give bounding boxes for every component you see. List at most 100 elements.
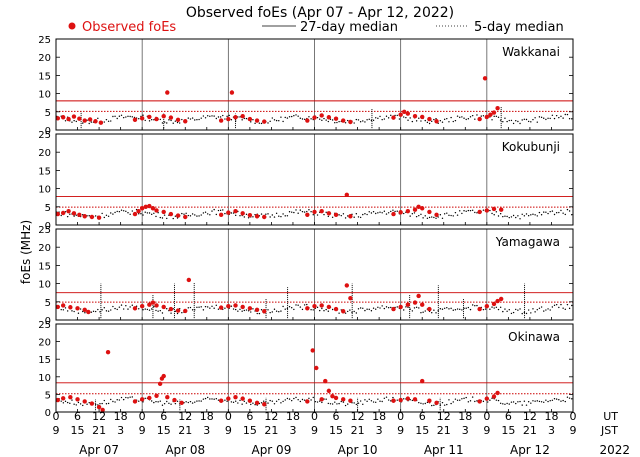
- x-jst-tick-label: 15: [329, 424, 343, 437]
- trace-point: [504, 117, 506, 119]
- trace-point: [484, 308, 487, 310]
- trace-point: [530, 214, 532, 216]
- trace-point: [297, 399, 299, 401]
- trace-point: [237, 402, 239, 404]
- observed-point: [161, 373, 166, 379]
- trace-point: [390, 210, 392, 213]
- observed-point: [323, 378, 328, 384]
- trace-point: [366, 308, 368, 310]
- observed-point: [71, 114, 77, 119]
- trace-point: [174, 120, 177, 122]
- x-ut-tick-label: 0: [311, 410, 318, 423]
- trace-point: [536, 215, 538, 217]
- observed-point: [165, 395, 170, 400]
- trace-point: [493, 214, 495, 216]
- trace-point: [366, 400, 368, 403]
- trace-point: [217, 399, 220, 401]
- trace-point: [241, 119, 243, 121]
- x-jst-tick-label: 3: [203, 424, 210, 437]
- trace-point: [463, 397, 465, 400]
- x-ut-tick-label: 0: [397, 410, 404, 423]
- observed-point: [93, 119, 98, 124]
- observed-point: [477, 399, 482, 404]
- trace-point: [252, 216, 254, 218]
- trace-point: [166, 217, 168, 220]
- trace-point: [538, 116, 541, 118]
- trace-point: [222, 114, 224, 117]
- trace-point: [265, 213, 267, 215]
- trace-point: [327, 310, 330, 312]
- trace-point: [499, 306, 502, 308]
- observed-point: [305, 118, 310, 123]
- trace-point: [368, 398, 370, 401]
- observed-point: [398, 112, 403, 117]
- trace-point: [553, 213, 556, 216]
- trace-point: [418, 117, 420, 119]
- trace-point: [527, 309, 530, 311]
- trace-point: [558, 116, 560, 119]
- trace-point: [446, 117, 448, 120]
- observed-point: [427, 398, 432, 403]
- observed-point: [333, 116, 339, 121]
- trace-point: [118, 115, 121, 117]
- observed-point: [491, 206, 497, 212]
- trace-point: [269, 399, 271, 402]
- trace-point: [519, 122, 521, 125]
- trace-point: [86, 403, 88, 405]
- trace-point: [443, 404, 446, 406]
- trace-point: [385, 396, 388, 398]
- observed-point: [136, 208, 141, 214]
- observed-point: [330, 393, 335, 399]
- trace-point: [204, 211, 207, 213]
- trace-point: [564, 308, 566, 311]
- trace-point: [278, 215, 280, 217]
- trace-point: [448, 214, 450, 217]
- trace-point: [452, 120, 454, 123]
- trace-point: [331, 308, 334, 311]
- observed-point: [412, 113, 418, 119]
- observed-point: [161, 113, 166, 119]
- legend-observed-label: Observed foEs: [82, 20, 176, 35]
- trace-point: [512, 122, 515, 125]
- trace-point: [187, 401, 189, 404]
- trace-point: [211, 115, 213, 117]
- trace-point: [540, 214, 543, 216]
- trace-point: [355, 118, 358, 121]
- trace-point: [545, 399, 547, 401]
- trace-point: [476, 304, 478, 307]
- observed-point: [416, 293, 421, 299]
- trace-point: [112, 305, 114, 308]
- trace-point: [411, 120, 414, 123]
- trace-point: [551, 210, 554, 212]
- station-name: Okinawa: [508, 330, 560, 344]
- trace-point: [411, 399, 414, 402]
- trace-point: [150, 308, 153, 310]
- trace-point: [118, 399, 121, 401]
- trace-point: [161, 217, 164, 219]
- observed-point: [139, 303, 145, 309]
- trace-point: [465, 118, 467, 121]
- trace-point: [127, 115, 129, 118]
- trace-point: [471, 396, 474, 398]
- trace-point: [450, 402, 452, 405]
- trace-point: [515, 216, 517, 219]
- trace-point: [467, 209, 470, 212]
- trace-point: [385, 213, 388, 215]
- trace-point: [198, 215, 200, 217]
- trace-point: [362, 120, 364, 122]
- trace-point: [508, 309, 510, 311]
- trace-point: [114, 211, 116, 214]
- observed-point: [132, 211, 138, 217]
- trace-point: [310, 118, 312, 120]
- trace-point: [202, 398, 205, 400]
- trace-point: [280, 215, 282, 218]
- trace-point: [176, 400, 179, 403]
- trace-point: [291, 115, 293, 118]
- trace-point: [474, 211, 476, 214]
- trace-point: [273, 216, 276, 218]
- observed-point: [60, 210, 66, 216]
- y-tick-label: 0: [45, 316, 51, 327]
- x-jst-tick-label: 3: [376, 424, 383, 437]
- trace-point: [77, 312, 80, 314]
- y-tick-label: 5: [45, 390, 51, 401]
